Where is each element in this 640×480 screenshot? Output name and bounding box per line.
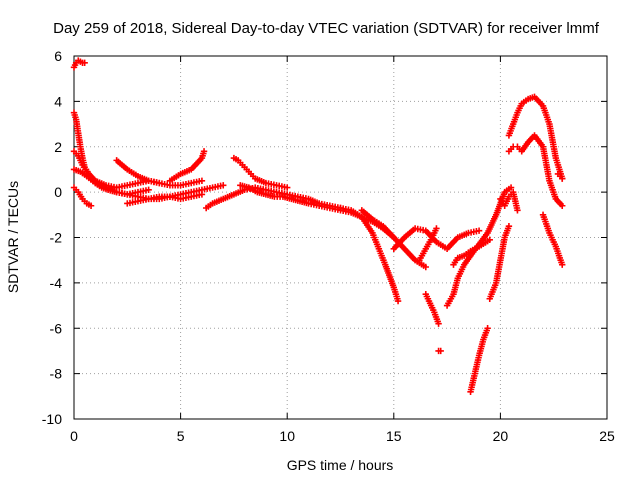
plot-frame <box>73 55 608 420</box>
y-tick-label: -6 <box>50 320 63 336</box>
data-point <box>81 59 88 67</box>
y-axis-label: SDTVAR / TECUs <box>5 181 21 293</box>
y-tick-label: 2 <box>54 139 62 155</box>
data-point <box>486 236 493 243</box>
data-point <box>559 202 566 209</box>
series-arc-19 <box>450 236 493 268</box>
series-arc-22 <box>505 93 566 182</box>
data-point <box>220 182 227 189</box>
series-arc-17 <box>435 347 444 355</box>
data-point <box>475 227 483 234</box>
series-arc-8 <box>124 182 227 207</box>
y-tick-label: 4 <box>54 93 62 109</box>
data-point <box>437 347 444 355</box>
series-arc-25 <box>539 211 566 268</box>
data-point <box>87 202 95 209</box>
y-tick-label: -8 <box>50 366 63 382</box>
series-arc-20 <box>467 325 491 395</box>
series-arc-4 <box>70 184 95 209</box>
y-tick-label: -10 <box>42 411 62 427</box>
data-point <box>559 175 566 182</box>
data-point <box>145 186 152 194</box>
x-tick-label: 15 <box>386 428 402 444</box>
grid-lines <box>74 56 607 419</box>
series-arc-6 <box>113 157 206 189</box>
series-arc-23 <box>505 132 566 209</box>
y-tick-label: -2 <box>50 230 63 246</box>
series-arc-24 <box>497 188 521 214</box>
y-tick-label: 6 <box>54 48 62 64</box>
series-arc-10 <box>230 154 291 191</box>
y-tick-label: -4 <box>50 275 63 291</box>
series-arc-1 <box>70 57 88 71</box>
series-arc-14 <box>390 225 483 253</box>
series-arc-15 <box>416 225 440 264</box>
series-arc-21 <box>486 222 513 302</box>
x-tick-label: 10 <box>279 428 295 444</box>
x-tick-label: 25 <box>599 428 615 444</box>
series-arc-7 <box>166 148 208 184</box>
series-arc-26 <box>554 170 566 182</box>
x-tick-label: 20 <box>493 428 509 444</box>
data-point <box>507 184 515 191</box>
x-tick-label: 0 <box>70 428 78 444</box>
data-point <box>505 222 513 230</box>
series-arc-12 <box>337 204 402 305</box>
series-arc-16 <box>422 291 442 327</box>
data-point <box>514 207 521 214</box>
data-point <box>200 148 208 155</box>
data-points <box>70 57 566 395</box>
data-point <box>284 184 291 191</box>
data-point <box>435 320 442 327</box>
data-point <box>484 325 491 332</box>
data-point <box>559 261 566 268</box>
data-point <box>433 225 440 232</box>
x-axis-label: GPS time / hours <box>287 457 394 473</box>
x-tick-label: 5 <box>177 428 185 444</box>
data-point <box>422 263 429 271</box>
data-point <box>394 297 402 305</box>
data-point <box>198 177 206 184</box>
chart-title: Day 259 of 2018, Sidereal Day-to-day VTE… <box>53 20 600 37</box>
y-tick-label: 0 <box>54 184 62 200</box>
